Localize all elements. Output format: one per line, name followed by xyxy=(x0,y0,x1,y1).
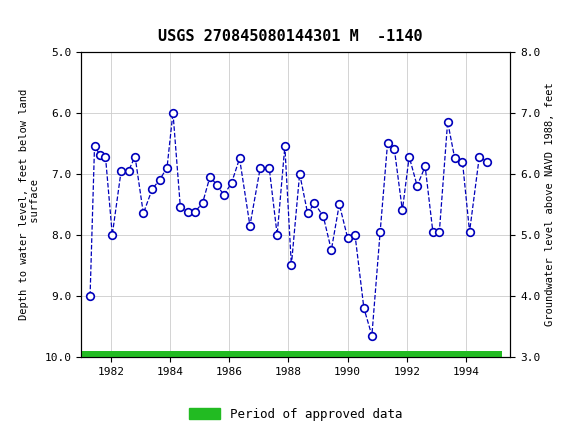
Bar xyxy=(81,351,502,362)
Text: USGS: USGS xyxy=(41,9,100,28)
Text: USGS 270845080144301 M  -1140: USGS 270845080144301 M -1140 xyxy=(158,29,422,44)
Y-axis label: Groundwater level above NAVD 1988, feet: Groundwater level above NAVD 1988, feet xyxy=(545,83,554,326)
Text: ≡: ≡ xyxy=(12,6,32,30)
Y-axis label: Depth to water level, feet below land
 surface: Depth to water level, feet below land su… xyxy=(19,89,41,320)
Legend: Period of approved data: Period of approved data xyxy=(184,403,408,426)
